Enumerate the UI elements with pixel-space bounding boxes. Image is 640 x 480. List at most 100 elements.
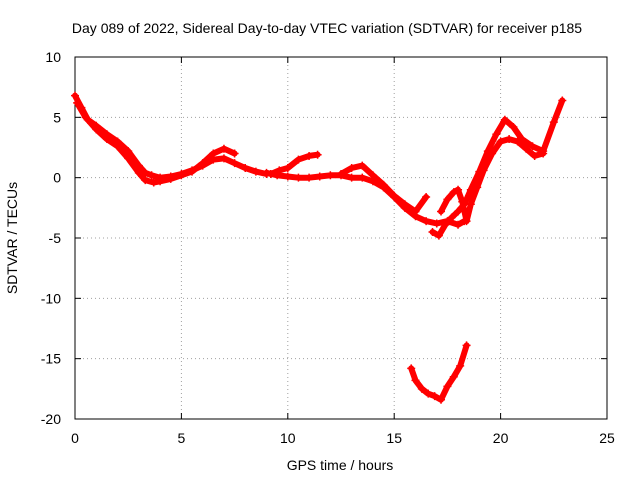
data-point <box>390 191 399 200</box>
data-point <box>496 137 505 146</box>
chart-title: Day 089 of 2022, Sidereal Day-to-day VTE… <box>72 20 582 36</box>
data-point <box>283 164 292 173</box>
series-line <box>408 342 470 403</box>
x-tick-label: 15 <box>386 430 402 446</box>
data-point <box>430 392 439 401</box>
data-point <box>305 151 314 160</box>
data-point <box>488 149 497 158</box>
data-point <box>422 192 431 201</box>
data-point <box>241 164 250 173</box>
grid <box>75 57 607 419</box>
series-track-e <box>337 161 431 216</box>
data-point <box>443 195 452 204</box>
data-point <box>454 207 463 216</box>
data-point <box>479 166 488 175</box>
data-point <box>219 154 228 163</box>
data-point <box>81 113 90 122</box>
data-point <box>449 188 458 197</box>
data-point <box>522 144 531 153</box>
x-tick-label: 25 <box>599 430 615 446</box>
data-point <box>251 167 260 176</box>
data-point <box>500 115 509 124</box>
data-point <box>505 135 514 144</box>
data-point <box>266 170 275 179</box>
data-point <box>124 154 133 163</box>
data-point <box>492 130 501 139</box>
data-point <box>149 178 158 187</box>
data-series <box>71 91 567 404</box>
data-point <box>230 149 239 158</box>
data-point <box>102 135 111 144</box>
data-point <box>177 171 186 180</box>
y-tick-label: 10 <box>45 49 61 65</box>
data-point <box>434 231 443 240</box>
x-axis-label: GPS time / hours <box>287 457 394 473</box>
data-point <box>73 98 82 107</box>
data-point <box>347 164 356 173</box>
data-point <box>411 207 420 216</box>
series-track-c <box>262 168 469 229</box>
data-point <box>141 176 150 185</box>
data-point <box>466 200 475 209</box>
data-point <box>92 125 101 134</box>
data-point <box>209 149 218 158</box>
data-point <box>447 213 456 222</box>
data-point <box>400 200 409 209</box>
data-point <box>358 173 367 182</box>
data-point <box>134 168 143 177</box>
data-point <box>456 361 465 370</box>
data-point <box>407 364 416 373</box>
y-tick-label: 0 <box>53 170 61 186</box>
data-point <box>473 183 482 192</box>
series-track-b <box>73 98 239 187</box>
data-point <box>528 142 537 151</box>
data-point <box>462 341 471 350</box>
data-point <box>411 376 420 385</box>
series-track-h <box>407 341 471 404</box>
data-point <box>113 142 122 151</box>
data-point <box>294 155 303 164</box>
data-point <box>558 96 567 105</box>
data-point <box>368 171 377 180</box>
x-tick-label: 0 <box>71 430 79 446</box>
series-line <box>263 169 468 228</box>
data-point <box>358 161 367 170</box>
data-point <box>337 170 345 179</box>
data-point <box>441 220 450 229</box>
data-point <box>156 177 165 186</box>
x-ticks: 0 5 10 15 20 25 <box>71 57 615 446</box>
data-point <box>443 382 452 391</box>
data-point <box>458 197 467 206</box>
data-point <box>513 137 522 146</box>
data-point <box>437 395 446 404</box>
data-point <box>539 149 548 158</box>
data-point <box>347 173 356 182</box>
data-point <box>449 372 458 381</box>
data-point <box>422 217 431 226</box>
data-point <box>454 220 463 229</box>
y-tick-label: -20 <box>41 411 61 427</box>
data-point <box>326 171 335 180</box>
data-point <box>305 173 314 182</box>
data-point <box>283 172 292 181</box>
data-point <box>417 384 426 393</box>
series-track-d <box>266 150 322 179</box>
data-point <box>437 207 446 216</box>
data-point <box>166 174 175 183</box>
data-point <box>219 144 228 153</box>
data-point <box>198 159 207 168</box>
data-point <box>549 118 558 127</box>
y-tick-label: -10 <box>41 290 61 306</box>
data-point <box>275 166 284 175</box>
data-point <box>294 173 303 182</box>
data-point <box>230 159 239 168</box>
y-tick-label: -15 <box>41 351 61 367</box>
data-point <box>424 389 433 398</box>
data-point <box>315 172 324 181</box>
series-track-f <box>428 96 567 240</box>
x-tick-label: 5 <box>178 430 186 446</box>
y-ticks: 10 5 0 -5 -10 -15 -20 <box>41 49 607 427</box>
data-point <box>188 167 197 176</box>
data-point <box>509 122 518 131</box>
